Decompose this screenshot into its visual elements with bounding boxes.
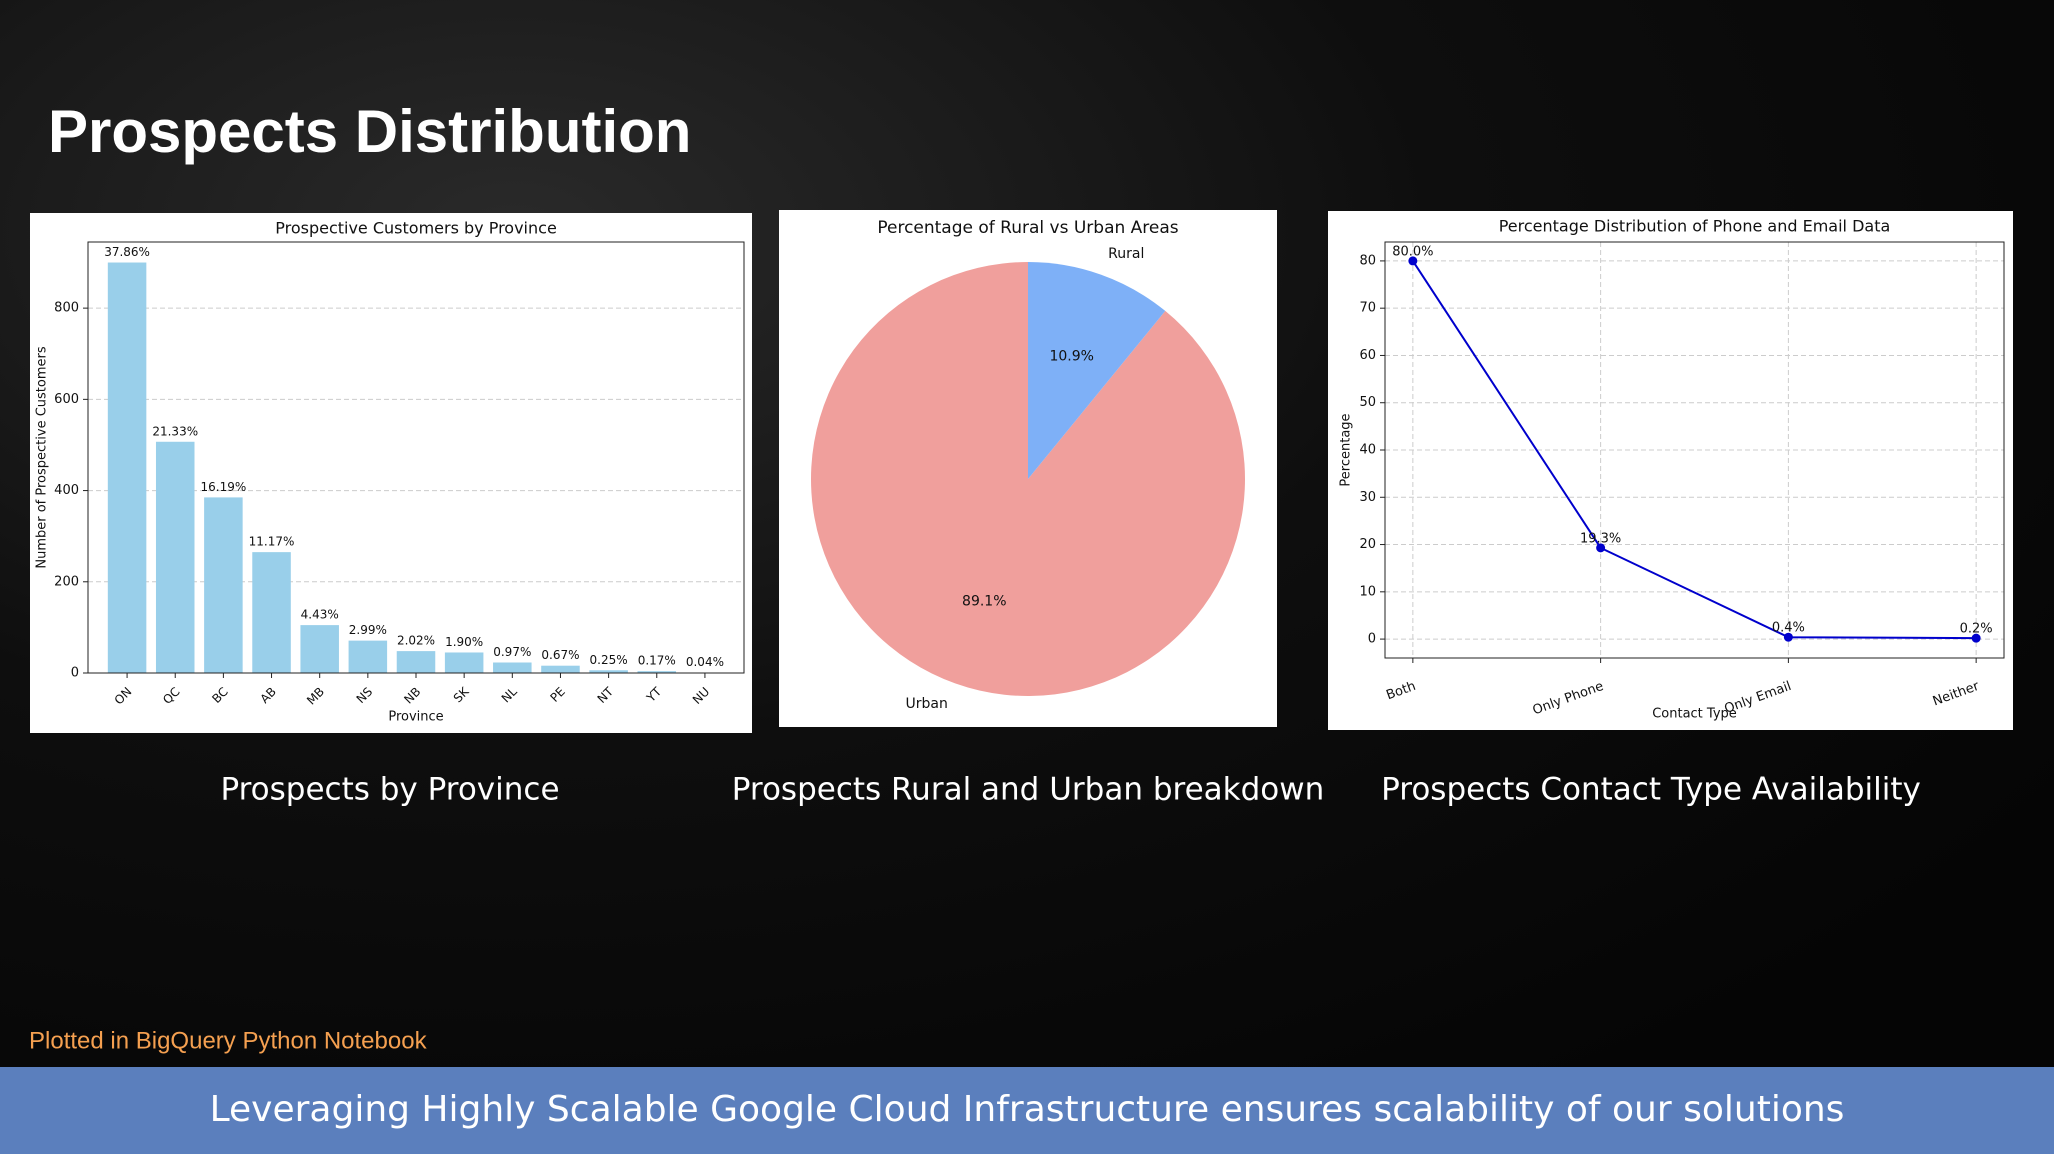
value-label: 2.02%	[397, 634, 435, 648]
slice-label: Urban	[906, 696, 948, 712]
y-tick-label: 0	[71, 666, 79, 681]
bar	[541, 666, 580, 673]
value-label: 11.17%	[249, 535, 295, 549]
value-label: 1.90%	[445, 635, 483, 649]
value-label: 0.25%	[590, 653, 628, 667]
value-label: 0.04%	[686, 655, 724, 669]
y-axis-label: Percentage	[1339, 413, 1354, 486]
value-label: 19.3%	[1580, 531, 1621, 546]
value-label: 2.99%	[349, 623, 387, 637]
y-tick-label: 0	[1368, 632, 1376, 647]
value-label: 0.67%	[541, 648, 579, 662]
caption: Prospects Rural and Urban breakdown	[732, 772, 1324, 808]
bar	[108, 263, 147, 673]
y-tick-label: 60	[1359, 348, 1376, 363]
y-tick-label: 20	[1359, 537, 1376, 552]
bar	[445, 652, 484, 673]
value-label: 80.0%	[1392, 244, 1433, 259]
value-label: 0.4%	[1772, 621, 1805, 636]
y-tick-label: 30	[1359, 490, 1376, 505]
bar	[156, 442, 195, 673]
value-label: 0.97%	[493, 645, 531, 659]
y-tick-label: 200	[54, 574, 79, 589]
bar	[493, 663, 532, 673]
chart-title: Percentage Distribution of Phone and Ema…	[1499, 217, 1891, 236]
value-label: 89.1%	[962, 594, 1006, 610]
bar	[397, 651, 436, 673]
y-axis-label: Number of Prospective Customers	[35, 346, 50, 568]
value-label: 10.9%	[1049, 348, 1093, 364]
y-tick-label: 70	[1359, 301, 1376, 316]
note: Plotted in BigQuery Python Notebook	[29, 1027, 428, 1054]
value-label: 0.2%	[1960, 622, 1993, 637]
slide-title: Prospects Distribution	[48, 98, 691, 165]
y-tick-label: 40	[1359, 443, 1376, 458]
y-tick-label: 80	[1359, 253, 1376, 268]
bar	[300, 625, 339, 673]
y-tick-label: 400	[54, 483, 79, 498]
y-tick-label: 10	[1359, 584, 1376, 599]
footer-text: Leveraging Highly Scalable Google Cloud …	[210, 1089, 1845, 1130]
bar	[252, 552, 291, 673]
y-tick-label: 50	[1359, 395, 1376, 410]
slice-label: Rural	[1108, 246, 1144, 262]
bar	[204, 497, 243, 673]
bar	[349, 641, 388, 673]
caption: Prospects by Province	[220, 772, 559, 808]
chart-title: Prospective Customers by Province	[275, 219, 557, 238]
x-axis-label: Province	[388, 710, 443, 725]
y-tick-label: 600	[54, 392, 79, 407]
value-label: 0.17%	[638, 654, 676, 668]
chart-title: Percentage of Rural vs Urban Areas	[877, 218, 1178, 238]
caption: Prospects Contact Type Availability	[1381, 772, 1921, 808]
y-tick-label: 800	[54, 301, 79, 316]
value-label: 21.33%	[152, 424, 198, 438]
value-label: 37.86%	[104, 245, 150, 259]
value-label: 4.43%	[301, 608, 339, 622]
value-label: 16.19%	[201, 480, 247, 494]
